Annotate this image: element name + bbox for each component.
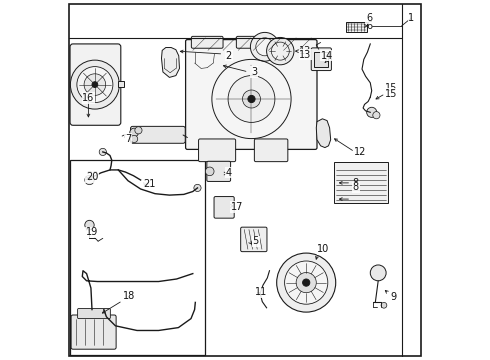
Circle shape bbox=[373, 112, 380, 119]
Text: 16: 16 bbox=[82, 93, 95, 103]
Text: 2: 2 bbox=[226, 51, 232, 61]
Text: 7: 7 bbox=[125, 134, 131, 144]
Circle shape bbox=[205, 167, 214, 176]
Text: 9: 9 bbox=[390, 292, 396, 302]
FancyBboxPatch shape bbox=[186, 40, 317, 149]
Circle shape bbox=[84, 74, 106, 95]
Text: 9: 9 bbox=[390, 292, 396, 302]
Circle shape bbox=[71, 60, 120, 109]
Text: 13: 13 bbox=[299, 50, 312, 60]
Polygon shape bbox=[162, 48, 179, 77]
Text: 17: 17 bbox=[231, 202, 243, 212]
Circle shape bbox=[303, 279, 310, 286]
Text: 6: 6 bbox=[366, 13, 372, 23]
Bar bbox=[334, 162, 388, 203]
Circle shape bbox=[370, 265, 386, 281]
Circle shape bbox=[135, 127, 142, 134]
Text: 19: 19 bbox=[86, 227, 98, 237]
FancyBboxPatch shape bbox=[311, 48, 331, 71]
Text: 3: 3 bbox=[251, 67, 257, 77]
Text: 10: 10 bbox=[318, 244, 330, 254]
Text: 18: 18 bbox=[123, 291, 135, 301]
Text: 21: 21 bbox=[144, 179, 156, 189]
Circle shape bbox=[271, 42, 289, 60]
Circle shape bbox=[77, 67, 113, 103]
Text: 4: 4 bbox=[226, 168, 232, 178]
Text: 20: 20 bbox=[86, 172, 98, 182]
Circle shape bbox=[367, 107, 377, 117]
Text: 8: 8 bbox=[353, 178, 359, 188]
FancyBboxPatch shape bbox=[70, 44, 121, 125]
Text: 8: 8 bbox=[353, 182, 359, 192]
Text: 18: 18 bbox=[123, 291, 135, 301]
Bar bbox=[71, 160, 205, 355]
FancyBboxPatch shape bbox=[77, 309, 110, 319]
Circle shape bbox=[243, 90, 261, 108]
Text: 14: 14 bbox=[321, 51, 333, 61]
Text: 11: 11 bbox=[255, 287, 268, 297]
Circle shape bbox=[92, 82, 98, 87]
Circle shape bbox=[228, 76, 275, 122]
FancyBboxPatch shape bbox=[214, 197, 234, 218]
Text: 11: 11 bbox=[255, 287, 268, 297]
Circle shape bbox=[130, 135, 138, 143]
Text: 20: 20 bbox=[86, 171, 98, 181]
Text: 15: 15 bbox=[385, 89, 397, 99]
Circle shape bbox=[85, 220, 94, 230]
Text: 5: 5 bbox=[253, 236, 259, 246]
Circle shape bbox=[256, 38, 274, 56]
Circle shape bbox=[194, 184, 201, 192]
Polygon shape bbox=[189, 47, 220, 82]
Text: 15: 15 bbox=[385, 83, 397, 93]
Text: 19: 19 bbox=[86, 227, 98, 237]
Bar bbox=[118, 81, 124, 87]
Circle shape bbox=[381, 302, 387, 308]
FancyBboxPatch shape bbox=[241, 227, 267, 252]
Circle shape bbox=[248, 95, 255, 103]
Text: 2: 2 bbox=[226, 51, 232, 61]
Text: 7: 7 bbox=[125, 134, 131, 144]
Text: 5: 5 bbox=[253, 236, 259, 246]
Text: 14: 14 bbox=[321, 51, 333, 61]
Circle shape bbox=[277, 253, 336, 312]
FancyBboxPatch shape bbox=[198, 139, 236, 162]
Circle shape bbox=[85, 175, 94, 185]
Text: 16: 16 bbox=[82, 93, 95, 103]
Text: 3: 3 bbox=[251, 67, 257, 77]
Circle shape bbox=[250, 32, 279, 61]
Text: 1: 1 bbox=[408, 13, 415, 23]
FancyBboxPatch shape bbox=[254, 139, 288, 162]
Text: 6: 6 bbox=[366, 21, 372, 31]
Polygon shape bbox=[316, 119, 331, 148]
FancyBboxPatch shape bbox=[192, 36, 223, 48]
Circle shape bbox=[130, 128, 139, 137]
Text: 17: 17 bbox=[231, 202, 243, 212]
FancyBboxPatch shape bbox=[130, 126, 185, 143]
Circle shape bbox=[285, 261, 328, 304]
Circle shape bbox=[99, 148, 106, 156]
FancyBboxPatch shape bbox=[207, 161, 231, 181]
Circle shape bbox=[267, 37, 294, 65]
Text: 13: 13 bbox=[299, 46, 312, 56]
Text: 1: 1 bbox=[408, 13, 415, 23]
Text: 12: 12 bbox=[354, 147, 367, 157]
Circle shape bbox=[296, 273, 316, 293]
Bar bbox=[315, 52, 328, 67]
FancyBboxPatch shape bbox=[236, 36, 268, 48]
Bar bbox=[346, 22, 368, 32]
Text: 10: 10 bbox=[318, 244, 330, 254]
Text: 21: 21 bbox=[144, 179, 156, 189]
Text: 12: 12 bbox=[354, 147, 367, 157]
Text: 4: 4 bbox=[226, 168, 232, 178]
FancyBboxPatch shape bbox=[71, 315, 116, 349]
